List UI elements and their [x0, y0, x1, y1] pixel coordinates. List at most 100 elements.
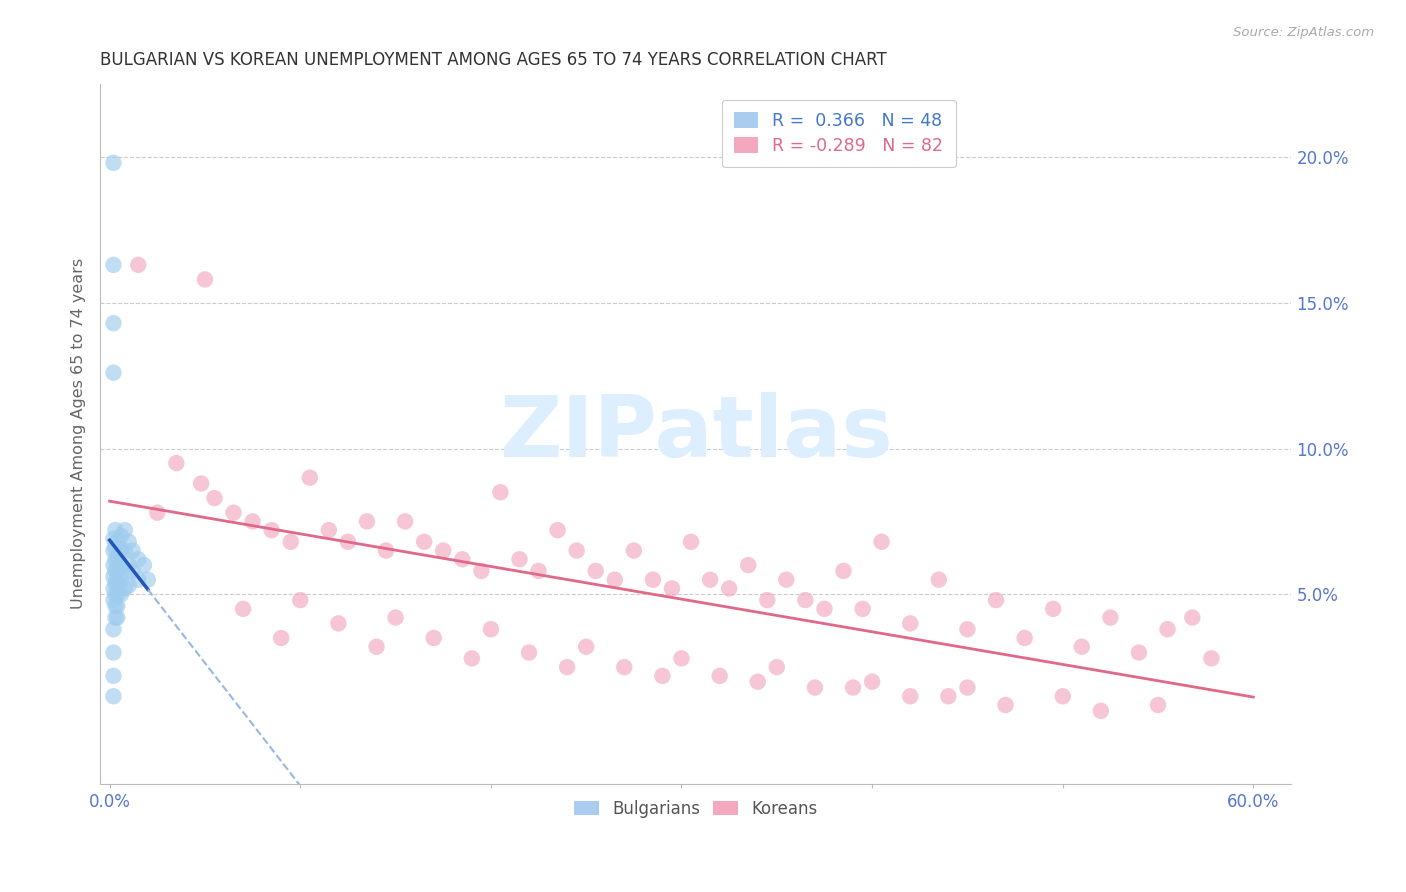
Point — [104, 587, 127, 601]
Point — [105, 587, 128, 601]
Point — [613, 660, 636, 674]
Point — [194, 272, 217, 286]
Point — [121, 564, 143, 578]
Point — [898, 616, 921, 631]
Point — [270, 631, 292, 645]
Point — [555, 660, 578, 674]
Legend: Bulgarians, Koreans: Bulgarians, Koreans — [567, 793, 824, 824]
Point — [136, 573, 159, 587]
Point — [165, 456, 187, 470]
Point — [260, 523, 283, 537]
Point — [508, 552, 530, 566]
Point — [671, 651, 693, 665]
Point — [118, 578, 141, 592]
Point — [190, 476, 212, 491]
Point — [132, 558, 155, 573]
Point — [1090, 704, 1112, 718]
Point — [105, 564, 128, 578]
Point — [104, 610, 127, 624]
Point — [938, 690, 960, 704]
Point — [527, 564, 550, 578]
Point — [794, 593, 817, 607]
Point — [479, 622, 502, 636]
Point — [413, 534, 436, 549]
Point — [127, 573, 149, 587]
Point — [432, 543, 454, 558]
Point — [679, 534, 702, 549]
Point — [384, 610, 406, 624]
Point — [105, 575, 128, 590]
Point — [898, 690, 921, 704]
Point — [641, 573, 664, 587]
Point — [118, 534, 141, 549]
Point — [366, 640, 388, 654]
Point — [105, 610, 128, 624]
Point — [222, 506, 245, 520]
Point — [103, 570, 125, 584]
Point — [105, 549, 128, 564]
Point — [104, 564, 127, 578]
Point — [832, 564, 855, 578]
Point — [104, 523, 127, 537]
Point — [1181, 610, 1204, 624]
Y-axis label: Unemployment Among Ages 65 to 74 years: Unemployment Among Ages 65 to 74 years — [72, 259, 86, 609]
Point — [375, 543, 398, 558]
Point — [103, 366, 125, 380]
Point — [860, 674, 883, 689]
Point — [110, 558, 132, 573]
Point — [110, 543, 132, 558]
Point — [756, 593, 779, 607]
Point — [121, 543, 143, 558]
Point — [114, 564, 136, 578]
Point — [565, 543, 588, 558]
Point — [709, 669, 731, 683]
Point — [114, 523, 136, 537]
Point — [851, 602, 873, 616]
Point — [204, 491, 226, 505]
Point — [489, 485, 512, 500]
Point — [747, 674, 769, 689]
Point — [298, 470, 321, 484]
Point — [103, 669, 125, 683]
Point — [103, 582, 125, 596]
Point — [103, 622, 125, 636]
Point — [1014, 631, 1036, 645]
Point — [737, 558, 759, 573]
Point — [984, 593, 1007, 607]
Point — [1201, 651, 1223, 665]
Text: Source: ZipAtlas.com: Source: ZipAtlas.com — [1233, 26, 1374, 39]
Point — [103, 543, 125, 558]
Point — [956, 622, 979, 636]
Point — [280, 534, 302, 549]
Point — [804, 681, 827, 695]
Point — [956, 681, 979, 695]
Point — [870, 534, 893, 549]
Point — [232, 602, 254, 616]
Point — [104, 552, 127, 566]
Point — [103, 690, 125, 704]
Point — [928, 573, 950, 587]
Text: BULGARIAN VS KOREAN UNEMPLOYMENT AMONG AGES 65 TO 74 YEARS CORRELATION CHART: BULGARIAN VS KOREAN UNEMPLOYMENT AMONG A… — [100, 51, 887, 69]
Point — [994, 698, 1017, 712]
Point — [585, 564, 607, 578]
Point — [1042, 602, 1064, 616]
Point — [104, 599, 127, 613]
Point — [105, 534, 128, 549]
Point — [103, 532, 125, 546]
Point — [110, 587, 132, 601]
Point — [517, 646, 540, 660]
Point — [1147, 698, 1170, 712]
Point — [1156, 622, 1178, 636]
Point — [328, 616, 350, 631]
Point — [623, 543, 645, 558]
Point — [775, 573, 797, 587]
Point — [103, 316, 125, 330]
Point — [470, 564, 492, 578]
Point — [105, 599, 128, 613]
Point — [651, 669, 673, 683]
Point — [127, 258, 149, 272]
Point — [104, 541, 127, 555]
Point — [1099, 610, 1122, 624]
Point — [451, 552, 474, 566]
Point — [394, 515, 416, 529]
